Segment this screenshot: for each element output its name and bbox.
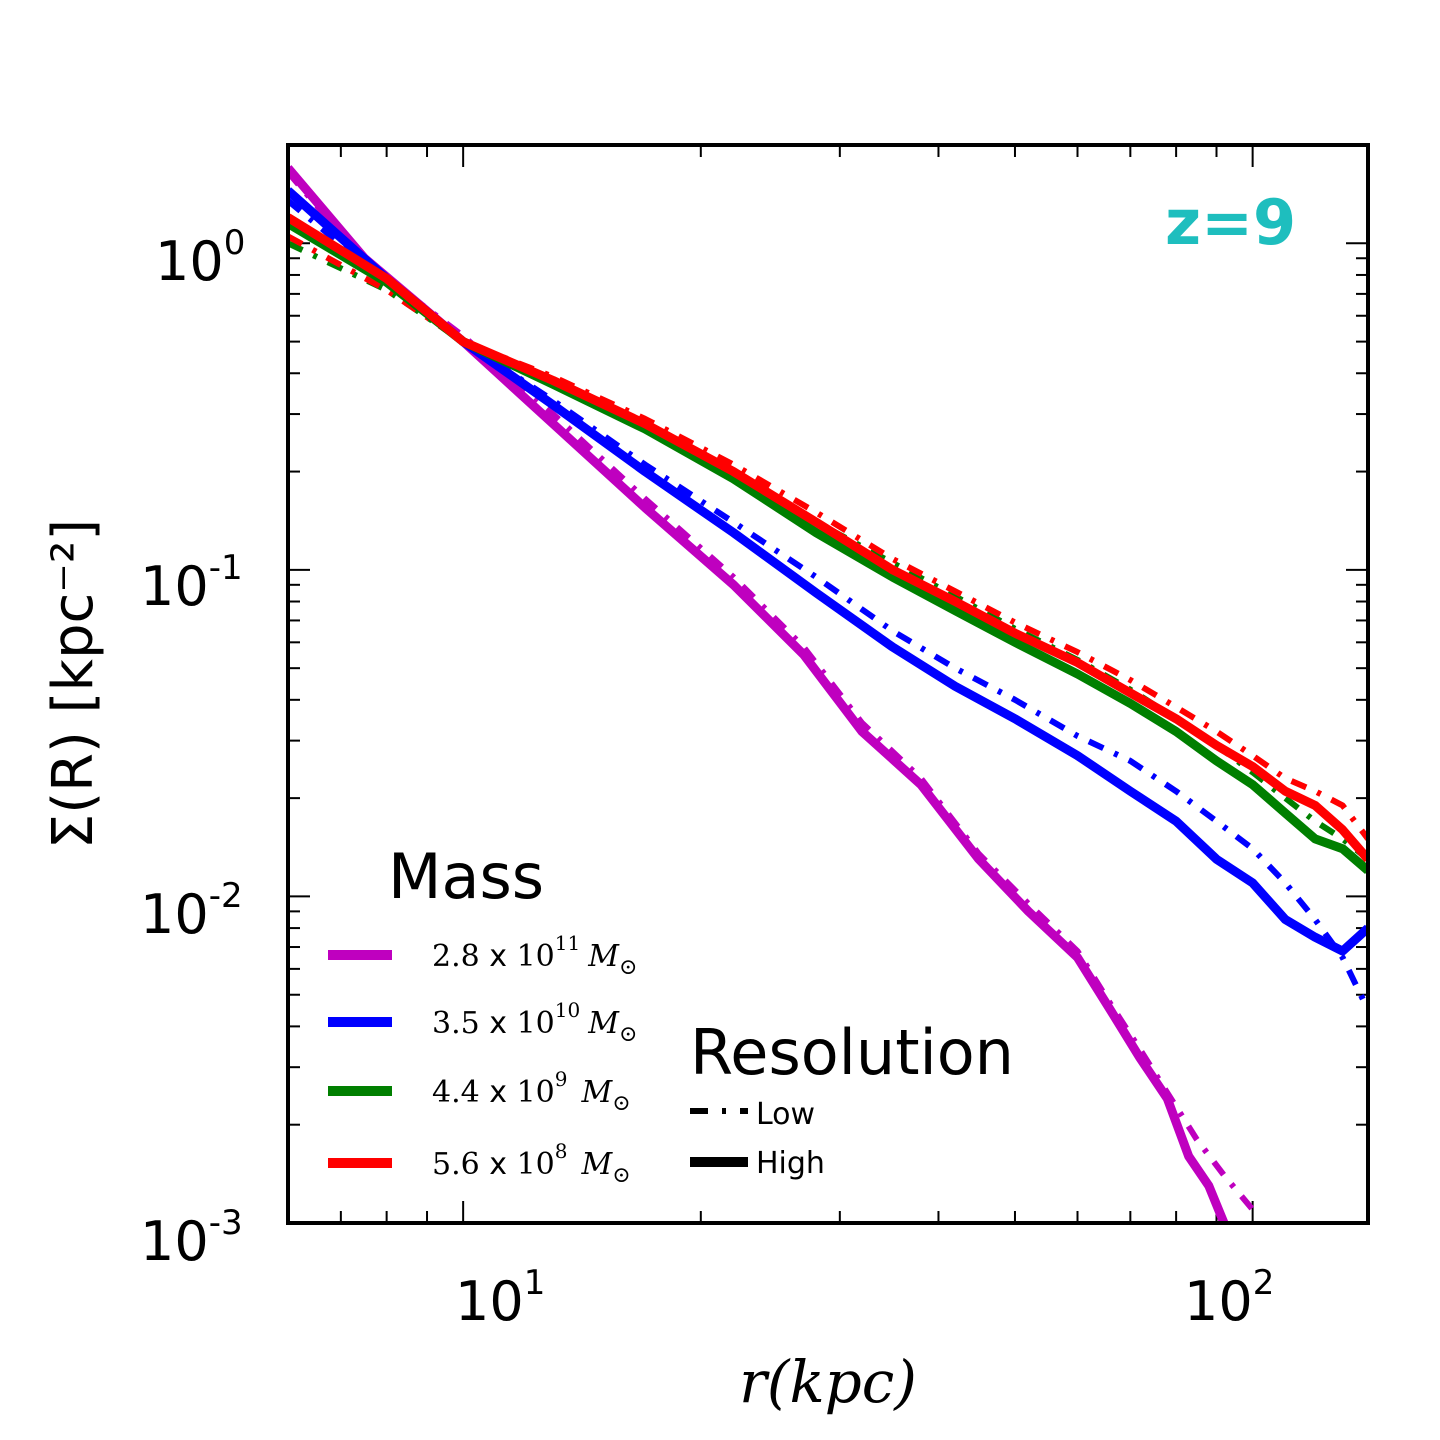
legend-1-unit: M	[587, 1006, 620, 1041]
x-tick-label-100: 102	[1184, 1263, 1274, 1333]
legend-2-x: x	[489, 1075, 507, 1110]
legend-3-unit: M	[581, 1147, 614, 1182]
legend-resolution-title: Resolution	[690, 1016, 1014, 1089]
y-tick-1-exp: 0	[224, 223, 246, 263]
legend-0-unit: M	[587, 939, 620, 974]
legend-2-unit: M	[581, 1075, 614, 1110]
y-tick-0.1-base: 10	[140, 555, 209, 618]
x-tick-100-base: 10	[1184, 1270, 1253, 1333]
y-tick-0.01-base: 10	[140, 883, 209, 946]
legend-mass-entry-0: 2.8 x 1011 M⊙	[328, 931, 637, 980]
legend-1-sun: ⊙	[619, 1022, 637, 1047]
legend-0-base: 10	[517, 939, 555, 974]
legend-2-coef: 4.4	[432, 1075, 480, 1110]
series-line-high-4	[288, 165, 1229, 1223]
legend-label-2: 4.4 x 109 M⊙	[432, 1067, 631, 1116]
legend-3-coef: 5.6	[432, 1147, 480, 1182]
legend-mass-title: Mass	[388, 840, 544, 913]
legend-0-x: x	[489, 939, 507, 974]
legend-label-3: 5.6 x 108 M⊙	[432, 1139, 631, 1188]
legend-3-exp: 8	[555, 1139, 568, 1163]
legend-label-0: 2.8 x 1011 M⊙	[432, 931, 637, 980]
y-tick-label-1: 100	[155, 223, 245, 293]
legend-1-x: x	[489, 1006, 507, 1041]
legend-1-base: 10	[517, 1006, 555, 1041]
y-tick-label-0.01: 10-2	[140, 876, 243, 946]
y-tick-0.01-exp: -2	[209, 876, 243, 916]
legend-1-coef: 3.5	[432, 1006, 480, 1041]
legend-0-exp: 11	[555, 931, 580, 955]
legend-mass-entry-1: 3.5 x 1010 M⊙	[328, 998, 637, 1047]
legend-2-base: 10	[517, 1075, 555, 1110]
legend-mass-entry-2: 4.4 x 109 M⊙	[328, 1067, 631, 1116]
y-axis-title: Σ(R) [kpc⁻²]	[41, 519, 106, 849]
x-tick-100-exp: 2	[1253, 1263, 1275, 1303]
x-tick-label-10: 101	[455, 1263, 545, 1333]
legend-0-coef: 2.8	[432, 939, 480, 974]
x-tick-10-exp: 1	[524, 1263, 546, 1303]
legend-2-sun: ⊙	[612, 1091, 630, 1116]
y-tick-label-0.001: 10-3	[140, 1203, 243, 1273]
redshift-annotation: z=9	[1165, 186, 1296, 259]
legend-label-low: Low	[756, 1097, 815, 1132]
legend-label-high: High	[756, 1146, 825, 1181]
series-line-low-1	[288, 198, 1368, 1012]
y-tick-1-base: 10	[155, 230, 224, 293]
y-tick-0.1-exp: -1	[209, 548, 243, 588]
legend-1-exp: 10	[555, 998, 580, 1022]
series-line-high-7	[288, 213, 1368, 863]
series-layer	[288, 165, 1368, 1223]
x-axis-title: r(kpc)	[739, 1348, 917, 1416]
y-tick-0.001-base: 10	[140, 1210, 209, 1273]
x-tick-10-base: 10	[455, 1270, 524, 1333]
legend-0-sun: ⊙	[619, 955, 637, 980]
legend-resolution-high: High	[690, 1146, 825, 1181]
legend-resolution-low: Low	[690, 1097, 815, 1132]
legend-3-x: x	[489, 1147, 507, 1182]
plot-frame	[286, 143, 1370, 1225]
legend-mass-entry-3: 5.6 x 108 M⊙	[328, 1139, 631, 1188]
legend-label-1: 3.5 x 1010 M⊙	[432, 998, 637, 1047]
legend-2-exp: 9	[555, 1067, 568, 1091]
series-line-high-5	[288, 187, 1368, 956]
y-tick-label-0.1: 10-1	[140, 548, 243, 618]
legend-3-base: 10	[517, 1147, 555, 1182]
legend-3-sun: ⊙	[612, 1163, 630, 1188]
y-tick-0.001-exp: -3	[209, 1203, 243, 1243]
